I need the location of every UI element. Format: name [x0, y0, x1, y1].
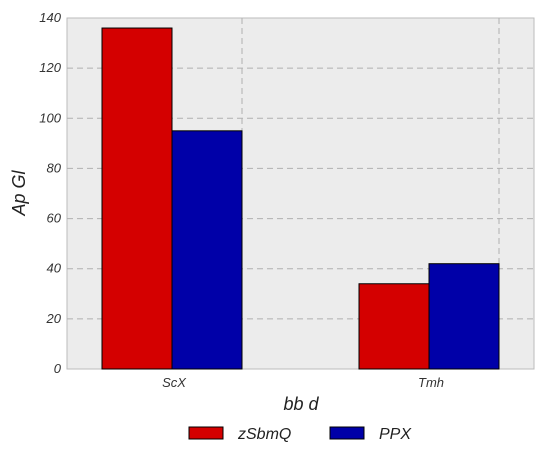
x-tick-label: Tmh [418, 375, 444, 390]
y-tick-label: 100 [39, 110, 61, 125]
y-axis-ticks: 0 20 40 60 80 100 120 140 [39, 10, 61, 376]
legend: zSbmQ PPX [188, 426, 412, 443]
legend-swatch-zSbmQ [188, 426, 224, 440]
y-tick-label: 140 [39, 10, 61, 25]
x-axis-title: bb d [283, 394, 319, 414]
x-tick-label: ScX [162, 375, 187, 390]
legend-label-PPX: PPX [379, 426, 412, 443]
bar-zSbmQ-ScX [101, 27, 173, 370]
x-axis-ticks: ScX Tmh [162, 375, 444, 390]
y-axis-title: Ap Gl [9, 169, 29, 216]
y-tick-label: 0 [54, 361, 62, 376]
y-tick-label: 40 [47, 261, 62, 276]
y-tick-label: 120 [39, 60, 61, 75]
bar-PPX-ScX [171, 130, 243, 370]
bar-PPX-Tmh [428, 263, 500, 370]
y-tick-label: 60 [47, 211, 62, 226]
legend-swatch-PPX [329, 426, 365, 440]
legend-label-zSbmQ: zSbmQ [237, 426, 291, 443]
bars [101, 27, 500, 370]
y-tick-label: 80 [47, 160, 62, 175]
bar-zSbmQ-Tmh [358, 283, 430, 370]
y-tick-label: 20 [46, 311, 62, 326]
